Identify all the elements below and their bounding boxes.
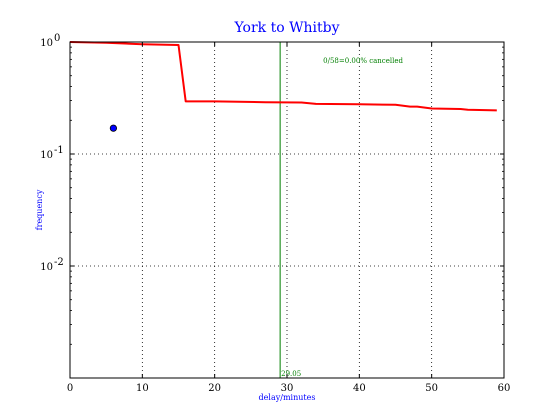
- plot-area: 29.05 0/58=0.00% cancelled: [69, 41, 497, 378]
- y-tick-label: 10: [40, 262, 53, 273]
- x-tick-label: 40: [353, 383, 366, 394]
- cancelled-annotation: 0/58=0.00% cancelled: [323, 57, 403, 65]
- y-tick-exponent: -2: [54, 257, 64, 268]
- x-tick-label: 60: [498, 383, 511, 394]
- x-tick-label: 30: [281, 383, 294, 394]
- grid-lines: [70, 42, 504, 378]
- y-axis-label: frequency: [35, 189, 44, 230]
- x-axis-label: delay/minutes: [259, 393, 316, 402]
- y-tick-exponent: -1: [54, 145, 64, 156]
- y-tick-label: 10: [40, 150, 53, 161]
- x-tick-label: 0: [67, 383, 73, 394]
- data-point-marker: [109, 124, 118, 132]
- y-tick-label: 10: [40, 38, 53, 49]
- x-tick-label: 10: [136, 383, 149, 394]
- series-line: [69, 41, 497, 112]
- x-tick-label: 50: [425, 383, 438, 394]
- y-tick-exponent: 0: [54, 33, 60, 44]
- vline-label: 29.05: [281, 370, 301, 378]
- x-tick-label: 20: [208, 383, 221, 394]
- chart-title: York to Whitby: [234, 20, 340, 36]
